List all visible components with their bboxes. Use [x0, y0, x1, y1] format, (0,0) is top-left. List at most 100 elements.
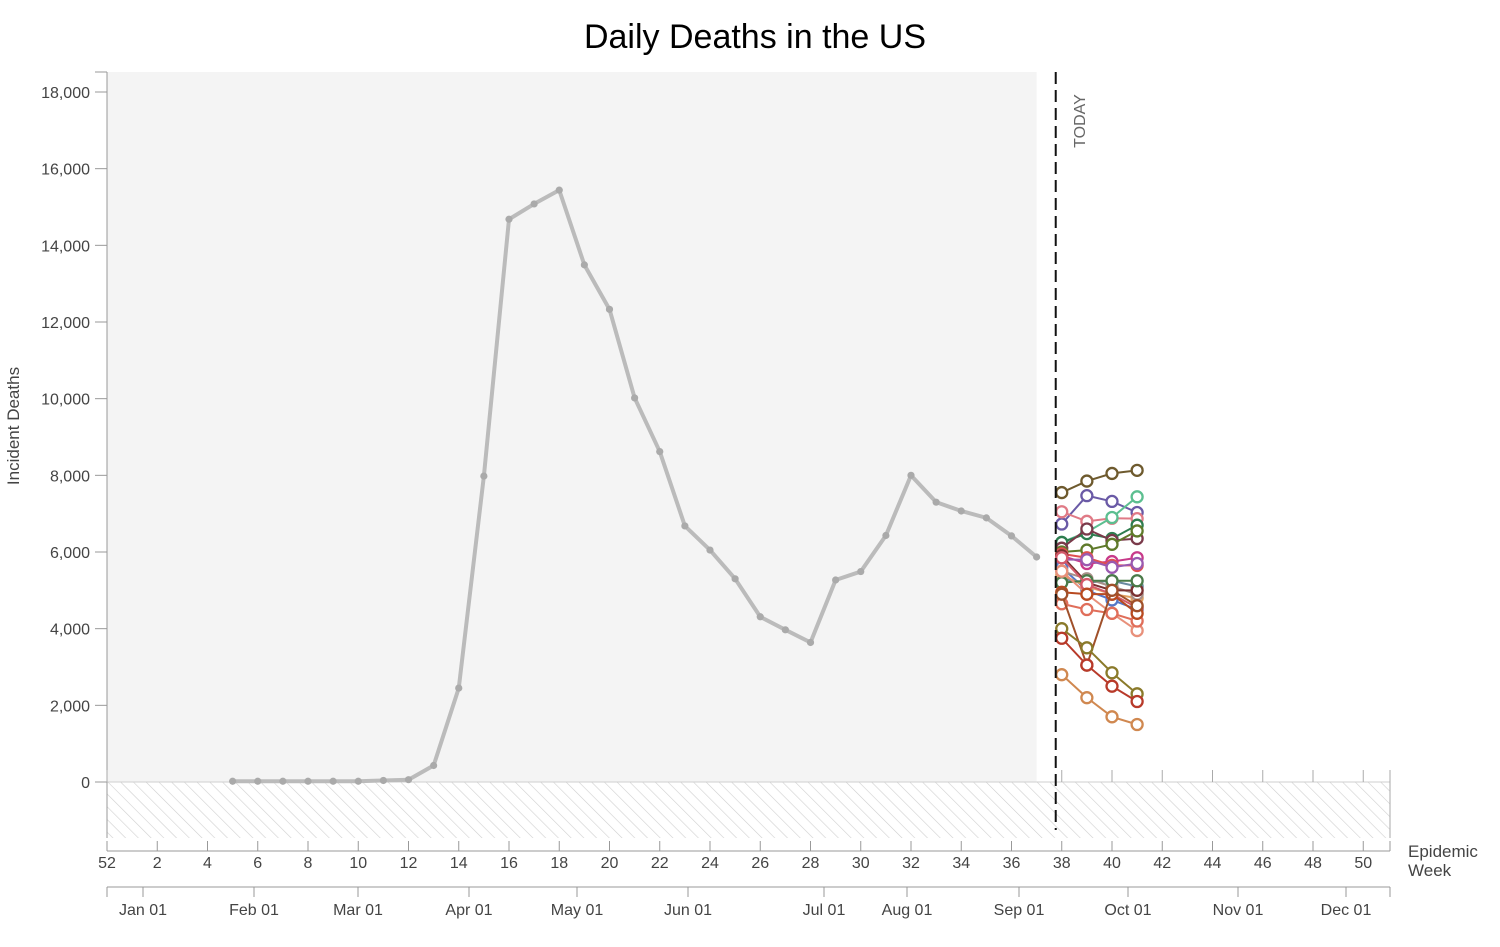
observed-point: [857, 567, 865, 576]
week-tick-label: 50: [1354, 855, 1372, 872]
observed-point: [932, 498, 940, 506]
month-tick-label: May 01: [551, 902, 604, 919]
observed-point: [580, 261, 588, 269]
forecast-point: [1130, 490, 1144, 504]
observed-point: [1033, 553, 1041, 561]
observed-point: [229, 777, 237, 785]
forecast-point: [1130, 694, 1144, 709]
x-axis-label: Week: [1408, 861, 1452, 880]
month-tick-label: Jun 01: [664, 902, 712, 919]
month-tick-label: Nov 01: [1213, 902, 1264, 919]
forecast-point: [1105, 537, 1119, 551]
month-tick-label: Dec 01: [1321, 902, 1372, 919]
forecast-point: [1105, 466, 1119, 481]
observed-point: [555, 186, 563, 194]
observed-point: [982, 514, 990, 522]
forecast-point: [1105, 510, 1119, 525]
forecast-point: [1105, 560, 1119, 574]
forecast-point: [1055, 517, 1069, 531]
forecast-point: [1080, 553, 1094, 567]
observed-point: [731, 575, 739, 583]
observed-point: [656, 447, 664, 456]
forecast-line: [1061, 602, 1138, 622]
observed-point: [254, 777, 262, 785]
forecast-point: [1080, 602, 1094, 617]
week-tick-label: 18: [550, 855, 568, 872]
forecast-point: [1130, 463, 1144, 478]
chart-title: Daily Deaths in the US: [583, 18, 927, 56]
observed-point: [756, 613, 764, 621]
observed-point: [882, 531, 890, 540]
forecast-point: [1105, 606, 1119, 620]
observed-point: [806, 638, 815, 647]
observed-point: [706, 546, 714, 554]
observed-point: [329, 777, 337, 785]
month-tick-label: Sep 01: [994, 902, 1045, 919]
month-tick-label: Oct 01: [1104, 902, 1151, 919]
observed-point: [832, 576, 840, 584]
forecast-line: [1061, 557, 1138, 609]
observed-point: [279, 777, 287, 785]
week-tick-label: 14: [450, 855, 468, 872]
month-tick-label: Jul 01: [803, 902, 846, 919]
forecast-point: [1105, 710, 1119, 724]
week-tick-label: 40: [1103, 855, 1121, 872]
week-tick-label: 32: [902, 855, 920, 872]
observed-point: [430, 761, 438, 770]
y-tick-label: 2,000: [50, 698, 90, 715]
observed-point: [304, 777, 312, 785]
week-tick-label: 8: [304, 855, 313, 872]
observed-point: [605, 305, 614, 313]
forecast-line: [1061, 570, 1138, 632]
observed-point: [354, 777, 362, 785]
forecast-point: [1055, 631, 1069, 645]
forecast-point: [1055, 564, 1069, 578]
y-tick-label: 6,000: [50, 545, 90, 562]
observed-point: [455, 684, 463, 692]
today-label: TODAY: [1072, 94, 1089, 148]
forecast-point: [1055, 485, 1069, 500]
observed-point: [530, 200, 538, 208]
forecast-point: [1055, 587, 1069, 601]
week-tick-label: 24: [701, 855, 719, 872]
forecast-line: [1061, 591, 1138, 615]
forecast-line: [1061, 637, 1138, 703]
observed-point: [379, 776, 387, 785]
week-tick-label: 28: [802, 855, 820, 872]
forecast-point: [1080, 658, 1094, 672]
forecast-line: [1061, 527, 1138, 549]
week-tick-label: 44: [1204, 855, 1222, 872]
week-tick-label: 10: [349, 855, 367, 872]
week-tick-label: 42: [1153, 855, 1171, 872]
forecast-point: [1055, 551, 1069, 565]
forecast-point: [1130, 524, 1144, 538]
forecast-line: [1061, 555, 1138, 592]
forecast-point: [1130, 574, 1144, 588]
forecast-point: [1055, 505, 1069, 519]
forecast-point: [1130, 717, 1144, 732]
week-tick-label: 4: [203, 855, 212, 872]
forecast-line: [1061, 673, 1138, 726]
month-tick-label: Jan 01: [119, 902, 167, 919]
week-tick-label: 48: [1304, 855, 1322, 872]
observed-point: [505, 215, 513, 223]
y-axis-label: Incident Deaths: [4, 367, 23, 485]
observed-point: [957, 507, 965, 515]
observed-point: [1007, 532, 1016, 540]
y-tick-label: 18,000: [41, 85, 90, 102]
week-tick-label: 34: [952, 855, 970, 872]
forecast-point: [1080, 522, 1094, 536]
week-tick-label: 30: [852, 855, 870, 872]
past-region: [107, 72, 1037, 782]
forecast-point: [1080, 691, 1094, 705]
forecast-point: [1105, 583, 1119, 597]
forecast-point: [1080, 641, 1094, 655]
forecast-point: [1080, 587, 1094, 601]
week-tick-label: 6: [253, 855, 262, 872]
forecast-point: [1130, 556, 1144, 571]
forecast-point: [1055, 668, 1069, 682]
month-tick-label: Feb 01: [229, 902, 279, 919]
month-tick-label: Aug 01: [882, 902, 933, 919]
